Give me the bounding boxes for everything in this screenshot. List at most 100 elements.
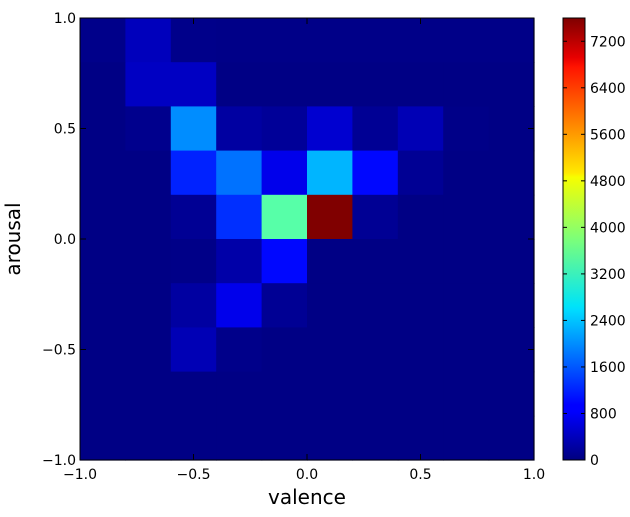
heatmap-cell (443, 371, 490, 417)
heatmap-cell (125, 150, 172, 196)
heatmap-cell (80, 62, 126, 107)
heatmap-cell (443, 283, 490, 328)
heatmap-cell (397, 415, 444, 461)
heatmap-cell (261, 371, 308, 417)
y-tick-label: 0.0 (54, 232, 76, 248)
y-tick-label: 1.0 (54, 11, 76, 27)
heatmap-cell (125, 239, 172, 284)
heatmap-cell (80, 106, 126, 152)
heatmap-cell (352, 415, 399, 461)
heatmap-cell (170, 194, 217, 240)
heatmap-cell (488, 106, 535, 152)
heatmap-cell (80, 239, 126, 284)
heatmap-cell (80, 194, 126, 240)
heatmap-cell (488, 62, 535, 107)
heatmap-cell (80, 415, 126, 461)
heatmap-cell (397, 194, 444, 240)
heatmap-cell (352, 283, 399, 328)
heatmap-cell (488, 371, 535, 417)
heatmap-cell (307, 106, 353, 152)
heatmap-cell (352, 150, 399, 196)
colorbar-tick-label: 800 (590, 406, 617, 422)
x-tick-label: 0.0 (296, 467, 318, 483)
heatmap-cell (80, 150, 126, 196)
heatmap-cell (170, 327, 217, 373)
heatmap-cell (170, 371, 217, 417)
heatmap-cell (170, 415, 217, 461)
heatmap-cell (397, 371, 444, 417)
heatmap-cell (125, 327, 172, 373)
heatmap-cell (80, 327, 126, 373)
heatmap-cell (216, 18, 263, 63)
heatmap-cell (170, 62, 217, 107)
heatmap-cell (170, 283, 217, 328)
heatmap-cell (443, 194, 490, 240)
heatmap-cell (352, 327, 399, 373)
colorbar-tick-label: 2400 (590, 313, 626, 329)
heatmap-cell (80, 283, 126, 328)
heatmap-cell (261, 106, 308, 152)
heatmap-cell (443, 239, 490, 284)
heatmap-cell (352, 18, 399, 63)
heatmap-cell (443, 62, 490, 107)
heatmap-cell (307, 415, 353, 461)
heatmap-cell (170, 106, 217, 152)
heatmap-cell (216, 283, 263, 328)
x-tick-label: −0.5 (177, 467, 211, 483)
colorbar-tick-label: 4800 (590, 174, 626, 190)
heatmap-cell (261, 415, 308, 461)
x-axis-title: valence (268, 485, 346, 509)
heatmap-cell (397, 327, 444, 373)
y-axis: −1.0 −0.5 0.0 0.5 1.0 (42, 11, 534, 469)
y-tick-label: −1.0 (42, 453, 76, 469)
heatmap-cell (125, 62, 172, 107)
heatmap-cell (261, 18, 308, 63)
heatmap-cell (443, 18, 490, 63)
heatmap-cell (397, 18, 444, 63)
heatmap-cell (216, 327, 263, 373)
y-tick-label: 0.5 (54, 122, 76, 138)
heatmap-cell (443, 150, 490, 196)
heatmap-cell (488, 283, 535, 328)
heatmap-cell (307, 150, 353, 196)
heatmap-cell (488, 239, 535, 284)
heatmap-cell (443, 415, 490, 461)
colorbar-tick-label: 6400 (590, 81, 626, 97)
heatmap-cell (261, 62, 308, 107)
colorbar-ticks: 0 800 1600 2400 3200 4000 4800 5600 6400 7200 (563, 34, 626, 469)
heatmap-cell (261, 194, 308, 240)
heatmap-cell (397, 283, 444, 328)
heatmap-cell (216, 62, 263, 107)
heatmap-cell (307, 62, 353, 107)
heatmap-cell (261, 239, 308, 284)
colorbar-tick-label: 1600 (590, 360, 626, 376)
x-tick-label: 1.0 (523, 467, 545, 483)
heatmap-cell (125, 106, 172, 152)
heatmap-cell (307, 327, 353, 373)
heatmap-cell (80, 371, 126, 417)
colorbar-tick-label: 4000 (590, 220, 626, 236)
colorbar-tick-label: 0 (590, 453, 599, 469)
heatmap-cell (307, 239, 353, 284)
heatmap-cell (488, 415, 535, 461)
heatmap-cell (261, 327, 308, 373)
heatmap-cell (125, 283, 172, 328)
heatmap-cell (216, 194, 263, 240)
heatmap-cell (307, 194, 353, 240)
heatmap-cell (488, 18, 535, 63)
heatmap-cells (80, 18, 535, 461)
heatmap-cell (216, 150, 263, 196)
x-tick-label: 0.5 (409, 467, 431, 483)
y-tick-label: −0.5 (42, 343, 76, 359)
heatmap-cell (307, 18, 353, 63)
heatmap-cell (488, 327, 535, 373)
heatmap-cell (352, 239, 399, 284)
heatmap-cell (261, 283, 308, 328)
heatmap-cell (352, 106, 399, 152)
heatmap-cell (397, 150, 444, 196)
heatmap-cell (397, 62, 444, 107)
heatmap-cell (216, 371, 263, 417)
heatmap-cell (488, 150, 535, 196)
